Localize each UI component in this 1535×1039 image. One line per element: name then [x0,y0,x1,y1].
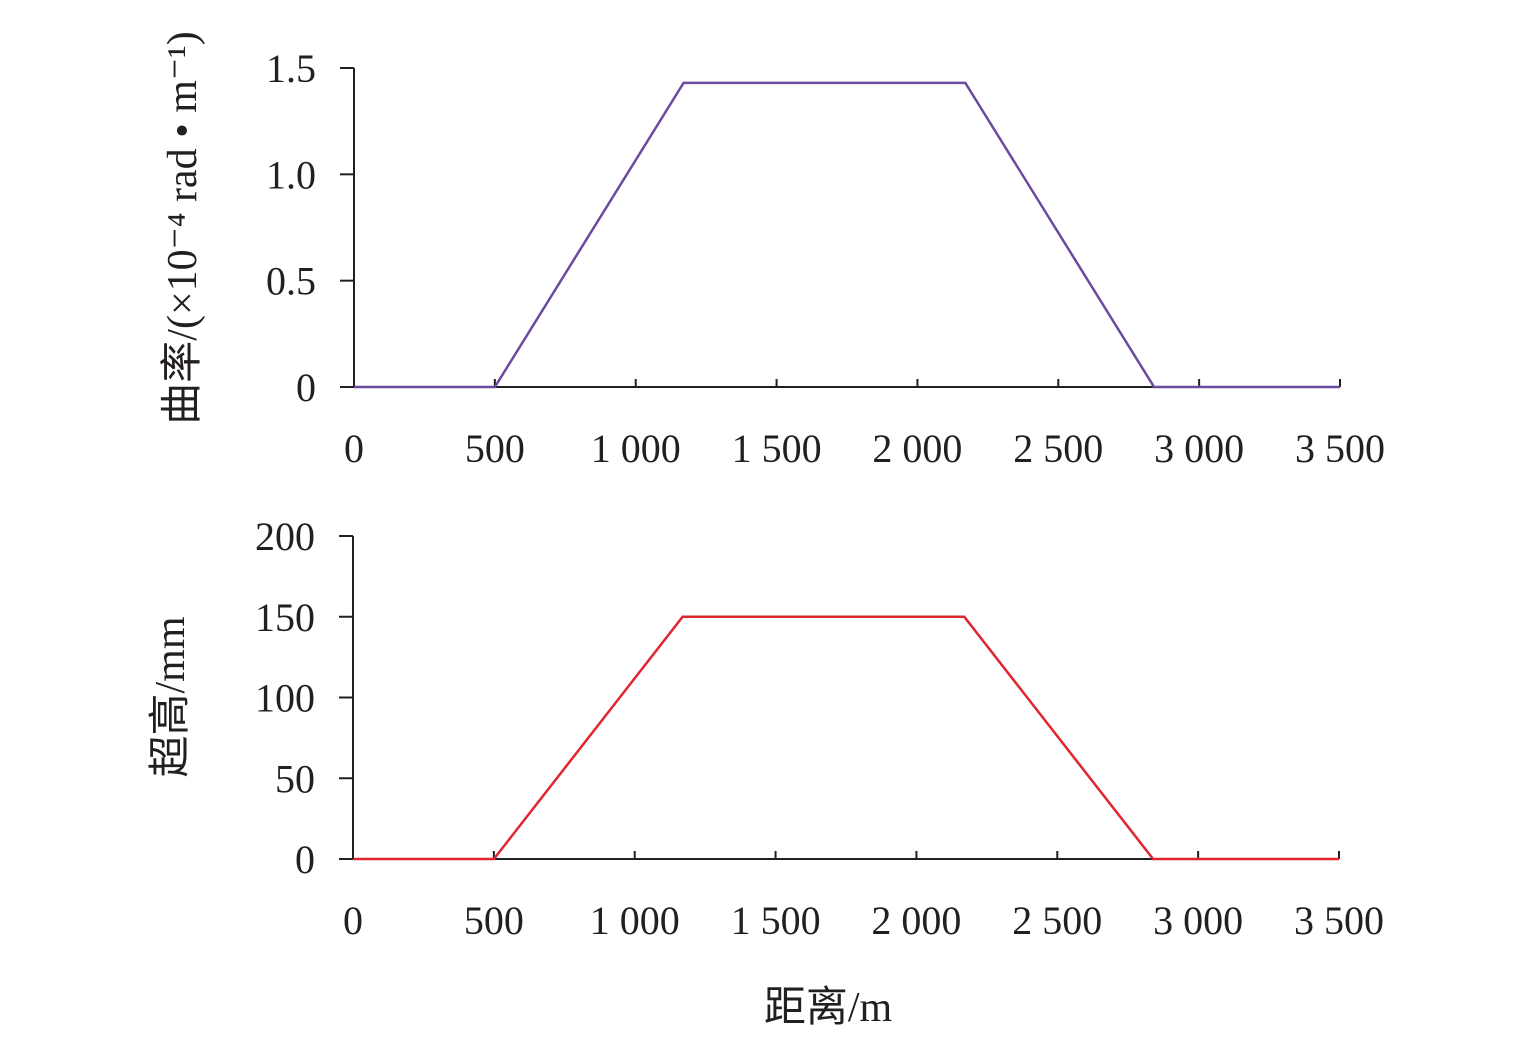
x-tick-label: 0 [344,426,364,471]
y-tick-label: 0 [295,837,315,882]
x-tick-label: 500 [464,898,524,943]
x-tick-label: 2 000 [872,426,962,471]
y-tick-label: 0.5 [266,259,316,304]
x-axis-title: 距离/m [764,984,893,1031]
y-tick-label: 100 [255,676,315,721]
x-tick-label: 1 000 [591,426,681,471]
y-tick-label: 1.5 [266,46,316,91]
y-tick-label: 150 [255,595,315,640]
y-axis-title: 超高/mm [148,616,194,777]
x-tick-label: 3 500 [1294,898,1384,943]
x-tick-label: 0 [343,898,363,943]
x-tick-label: 2 500 [1012,898,1102,943]
y-tick-label: 200 [255,514,315,559]
x-tick-label: 3 000 [1153,898,1243,943]
x-tick-label: 3 000 [1154,426,1244,471]
y-tick-label: 1.0 [266,152,316,197]
superelevation-chart: 0 50 100 150 200 0 500 1 000 1 500 2 000 2 500 3 00… [148,514,1384,1031]
x-tick-label: 1 500 [731,898,821,943]
curvature-chart: 0 0.5 1.0 1.5 0 500 1 000 1 500 2 000 2 500 3 000 3… [159,31,1385,471]
x-tick-label: 3 500 [1295,426,1385,471]
x-tick-label: 1 500 [732,426,822,471]
series-line [354,81,1340,389]
x-tick-label: 2 500 [1013,426,1103,471]
y-tick-label: 0 [296,365,316,410]
y-tick-label: 50 [275,756,315,801]
x-tick-label: 500 [465,426,525,471]
x-tick-label: 2 000 [871,898,961,943]
y-axis-title: 曲率/(×10⁻⁴ rad • m⁻¹) [159,31,206,424]
x-tick-label: 1 000 [590,898,680,943]
series-line [353,615,1339,861]
